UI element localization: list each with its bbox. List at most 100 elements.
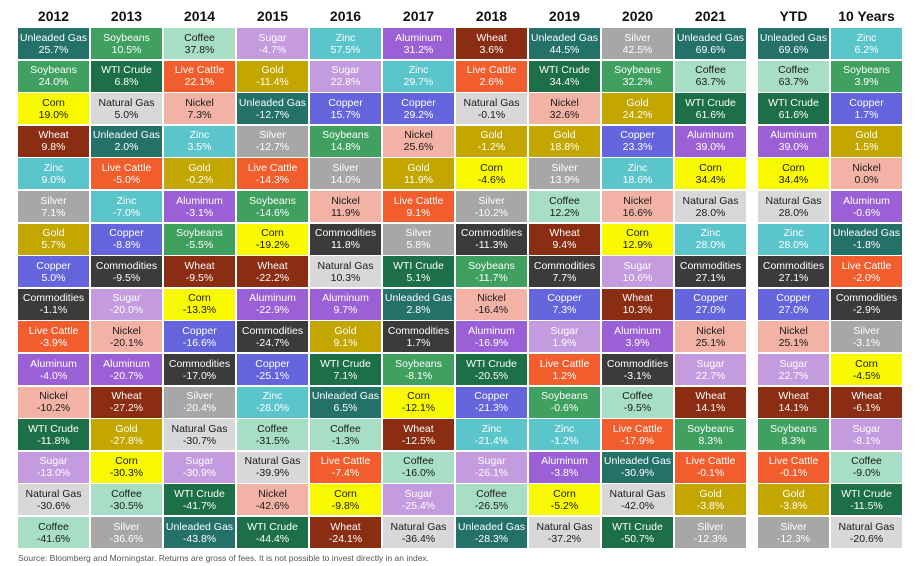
column-header: 2020 [621,8,654,24]
return-value: 6.5% [333,402,358,415]
return-cell: Unleaded Gas -28.3% [456,517,527,548]
return-cell: Soybeans 8.3% [675,419,746,451]
return-value: -5.2% [550,499,579,512]
return-value: 7.1% [41,206,66,219]
return-cell: Wheat -27.2% [91,386,162,418]
commodity-name: Gold [782,487,805,500]
return-value: -7.4% [331,467,360,480]
return-value: 5.7% [41,239,66,252]
return-cell: Unleaded Gas 25.7% [18,28,89,59]
return-value: -22.2% [255,271,290,284]
return-cell: Coffee -41.6% [18,517,89,548]
return-cell: Wheat -22.2% [237,256,308,288]
commodity-name: Copper [547,292,582,305]
return-value: -0.2% [185,173,214,186]
return-cell: Corn -12.1% [383,386,454,418]
return-cell: Aluminum 3.9% [602,321,673,353]
return-cell: Aluminum -16.9% [456,321,527,353]
commodity-name: Unleaded Gas [384,292,453,305]
return-cell: Corn -13.3% [164,288,235,320]
return-value: -37.2% [547,532,582,545]
return-cell: Nickel 7.3% [164,93,235,125]
return-cell: Commodities 7.7% [529,256,600,288]
return-value: 14.1% [695,402,726,415]
column-header: 2015 [256,8,289,24]
return-value: 63.7% [778,76,809,89]
commodity-name: Wheat [851,390,882,403]
commodity-name: Soybeans [614,64,661,77]
return-cell: Corn -4.5% [831,354,902,385]
source-footnote: Source: Bloomberg and Morningstar. Retur… [18,553,430,563]
return-cell: Gold 11.9% [383,158,454,190]
commodity-name: Corn [626,227,649,240]
return-cell: Natural Gas 28.0% [675,191,746,222]
commodity-name: Unleaded Gas [832,227,901,240]
return-value: 27.1% [695,271,726,284]
return-value: 16.6% [622,206,653,219]
commodity-name: Commodities [533,259,596,272]
return-cell: Sugar 1.9% [529,321,600,353]
commodity-name: Gold [115,422,138,435]
return-cell: Sugar -26.1% [456,451,527,483]
return-value: -0.6% [852,206,881,219]
return-cell: Wheat 10.3% [602,288,673,320]
commodity-name: Natural Gas [390,520,447,533]
commodity-name: Commodities [95,259,158,272]
commodity-name: Coffee [403,455,434,468]
commodity-name: Soybeans [687,422,734,435]
commodity-name: Commodities [460,227,523,240]
return-cell: Copper 5.0% [18,256,89,288]
return-value: -20.6% [849,532,884,545]
commodity-name: WTI Crude [841,487,892,500]
return-cell: Soybeans -5.5% [164,223,235,255]
return-value: 15.7% [330,108,361,121]
return-value: 3.6% [479,43,504,56]
return-value: -20.1% [109,336,144,349]
return-value: -11.5% [850,499,883,512]
return-value: 8.3% [781,434,806,447]
return-value: -8.1% [852,434,881,447]
return-cell: Coffee -9.5% [602,386,673,418]
return-cell: Sugar -8.1% [831,419,902,451]
return-value: 61.6% [695,108,726,121]
commodity-name: Live Cattle [101,161,152,174]
return-value: -17.0% [182,369,217,382]
return-cell: Natural Gas 10.3% [310,256,381,288]
return-cell: Copper 27.0% [675,288,746,320]
return-cell: Silver 42.5% [602,28,673,59]
return-value: -0.1% [696,467,725,480]
commodity-name: Nickel [623,194,652,207]
commodity-name: Unleaded Gas [603,455,672,468]
return-value: -3.1% [623,369,652,382]
return-value: -3.8% [696,499,725,512]
return-value: 2.8% [406,304,431,317]
return-value: -27.2% [109,402,144,415]
commodity-name: Commodities [835,292,898,305]
return-value: 25.7% [38,43,69,56]
return-value: 9.4% [552,239,577,252]
return-cell: Sugar 22.8% [310,60,381,92]
return-cell: Nickel 0.0% [831,158,902,190]
commodity-name: Corn [334,487,357,500]
commodity-name: Commodities [387,324,450,337]
return-cell: Unleaded Gas 2.0% [91,125,162,157]
commodity-name: Nickel [696,324,725,337]
commodity-name: Silver [624,31,651,44]
return-value: -28.3% [474,532,509,545]
return-value: 1.7% [406,336,431,349]
return-value: 25.6% [403,141,434,154]
return-cell: Soybeans -8.1% [383,354,454,385]
column-header: 2019 [548,8,581,24]
return-value: 11.9% [331,206,360,219]
commodity-name: Soybeans [541,390,588,403]
return-value: -20.7% [109,369,144,382]
return-cell: Aluminum -22.9% [237,288,308,320]
commodity-name: Nickel [331,194,360,207]
commodity-name: Coffee [549,194,580,207]
return-value: -36.4% [401,532,436,545]
return-value: -3.8% [779,499,808,512]
return-cell: Corn 19.0% [18,93,89,125]
return-value: 7.7% [552,271,577,284]
commodity-name: Aluminum [687,129,734,142]
return-cell: Unleaded Gas -43.8% [164,517,235,548]
